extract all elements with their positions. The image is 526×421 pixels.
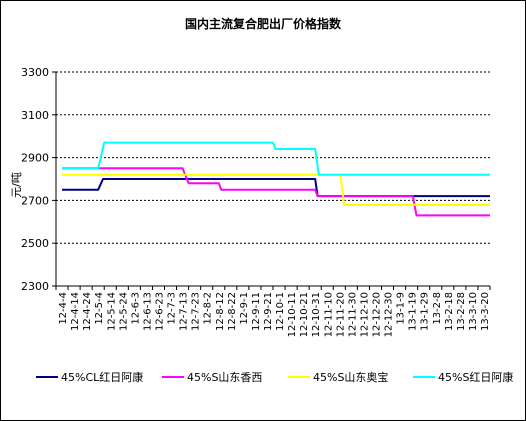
x-tick-label: 13-1-19 (408, 292, 419, 331)
legend-swatch (162, 376, 184, 378)
x-tick-label: 13-1-9 (396, 292, 407, 325)
x-tick-label: 12-8-22 (227, 292, 238, 331)
x-tick-label: 12-9-11 (251, 292, 262, 331)
x-tick-label: 12-6-13 (142, 292, 153, 331)
legend-item-s-hongri-akang: 45%S红日阿康 (413, 369, 514, 384)
x-tick-label: 12-6-23 (154, 292, 165, 331)
x-tick-label: 12-6-3 (130, 292, 141, 325)
x-tick-label: 12-10-31 (311, 292, 322, 337)
x-tick-label: 12-4-4 (58, 292, 69, 325)
x-tick-label: 12-5-24 (118, 292, 129, 331)
x-tick-label: 12-10-21 (299, 292, 310, 337)
y-tick-label: 2500 (21, 237, 49, 250)
x-tick-label: 12-9-1 (239, 292, 250, 325)
legend-swatch (413, 376, 435, 378)
x-tick-label: 13-3-20 (480, 292, 491, 331)
x-tick-label: 12-11-20 (335, 292, 346, 337)
x-tick-label: 12-12-30 (384, 292, 395, 337)
y-tick-label: 3300 (21, 66, 49, 79)
y-tick-label: 2700 (21, 194, 49, 207)
legend-item-shandong-xiangxi: 45%S山东香西 (162, 369, 263, 384)
x-tick-label: 12-5-4 (94, 292, 105, 325)
x-tick-label: 12-5-14 (106, 292, 117, 331)
x-tick-label: 13-2-28 (456, 292, 467, 331)
x-tick-label: 12-11-10 (323, 292, 334, 337)
legend-label: 45%S山东奥宝 (313, 371, 389, 384)
y-tick-label: 3100 (21, 109, 49, 122)
x-tick-label: 12-8-12 (215, 292, 226, 331)
x-tick-label: 13-2-8 (432, 292, 443, 325)
x-tick-label: 12-10-11 (287, 292, 298, 337)
x-tick-label: 12-7-13 (179, 292, 190, 331)
x-tick-label: 13-3-10 (468, 292, 479, 331)
series-line-0 (62, 178, 490, 198)
legend: 45%CL红日阿康 45%S山东香西 45%S山东奥宝 45%S红日阿康 (30, 363, 520, 389)
series-line-3 (62, 141, 490, 176)
x-tick-label: 12-7-3 (167, 292, 178, 325)
legend-swatch (36, 376, 58, 378)
x-tick-label: 12-12-10 (359, 292, 370, 337)
legend-label: 45%S红日阿康 (438, 371, 514, 384)
legend-label: 45%S山东香西 (187, 371, 263, 384)
x-tick-label: 12-10-1 (275, 292, 286, 331)
legend-swatch (288, 376, 310, 378)
legend-item-cl-hongri-akang: 45%CL红日阿康 (36, 369, 144, 384)
legend-label: 45%CL红日阿康 (61, 371, 144, 384)
x-tick-label: 12-12-20 (371, 292, 382, 337)
y-tick-label: 2300 (21, 280, 49, 293)
x-tick-label: 12-4-14 (70, 292, 81, 331)
x-tick-label: 12-4-24 (82, 292, 93, 331)
series-line-1 (62, 167, 490, 217)
series-line-2 (62, 173, 490, 206)
x-tick-label: 13-1-29 (420, 292, 431, 331)
y-tick-label: 2900 (21, 152, 49, 165)
x-tick-label: 12-11-30 (347, 292, 358, 337)
legend-item-shandong-aobao: 45%S山东奥宝 (288, 369, 389, 384)
x-tick-label: 12-7-23 (191, 292, 202, 331)
chart-title: 国内主流复合肥出厂价格指数 (184, 17, 341, 31)
x-tick-label: 13-2-18 (444, 292, 455, 331)
x-tick-label: 12-9-21 (263, 292, 274, 331)
x-tick-label: 12-8-2 (203, 292, 214, 325)
